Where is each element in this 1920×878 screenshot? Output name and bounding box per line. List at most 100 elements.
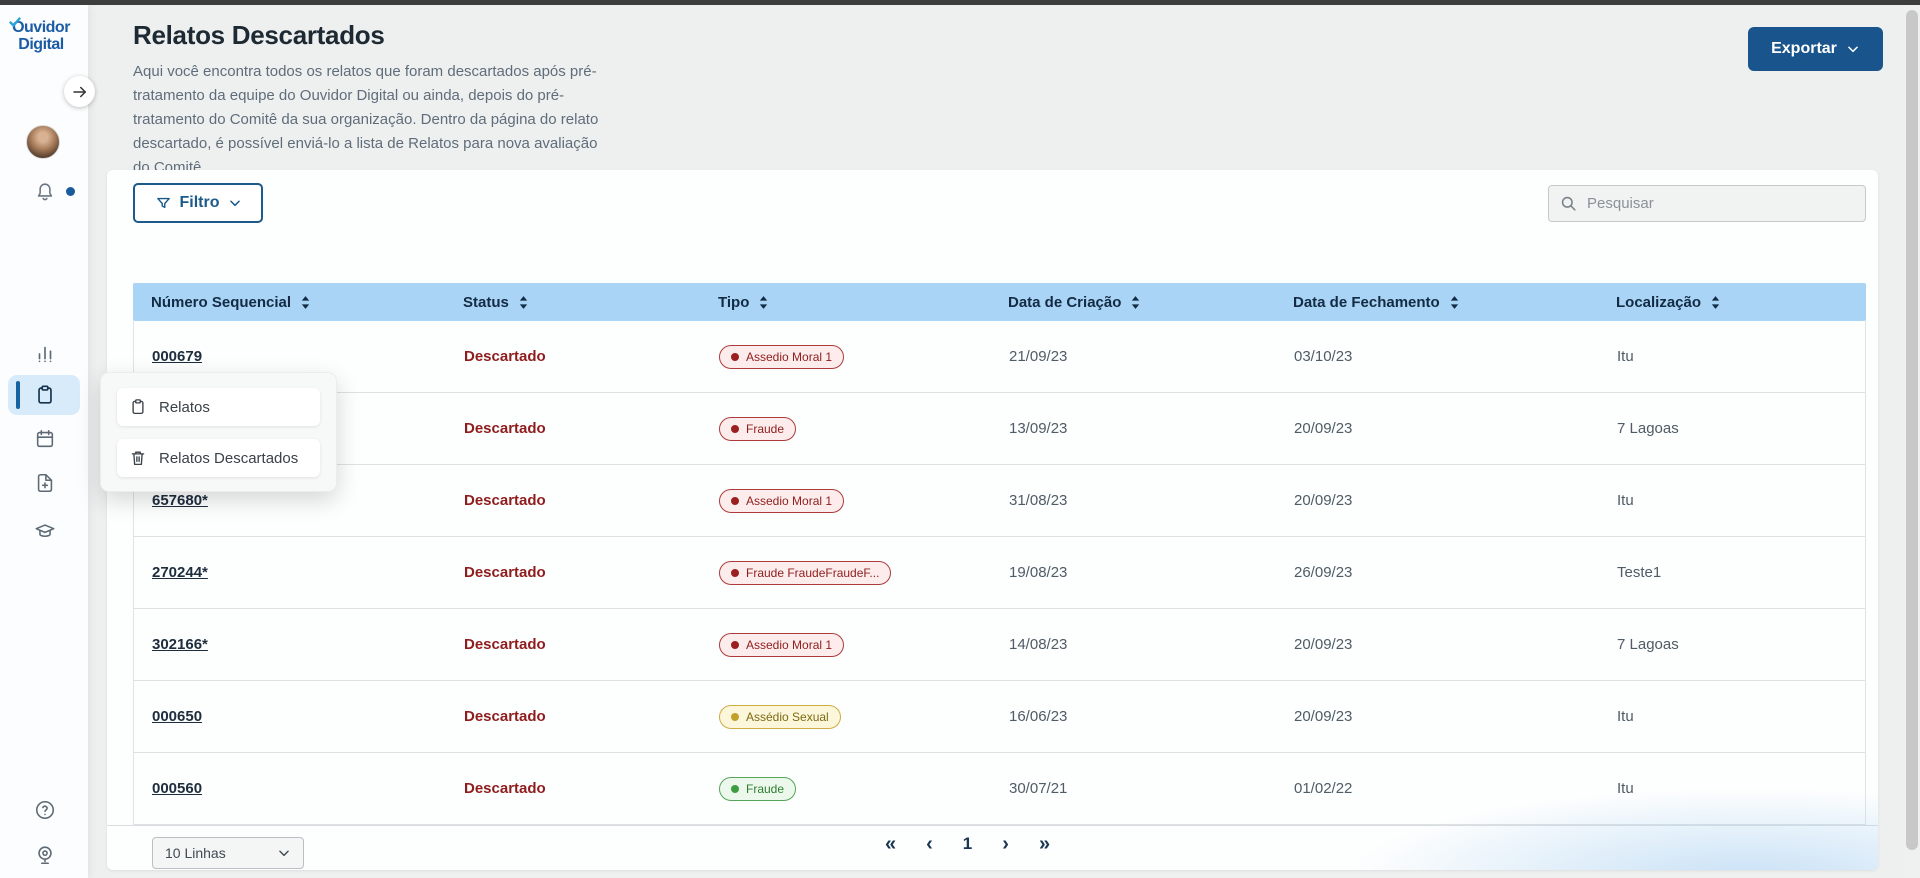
sidebar-item-training[interactable]: [33, 519, 57, 543]
chevron-down-icon: [1848, 46, 1858, 53]
tipo-label: Fraude: [746, 421, 785, 436]
filter-button-label: Filtro: [179, 194, 220, 211]
brand-line2: Digital: [18, 36, 64, 53]
table-body: 000679 Descartado Assedio Moral 1 21/09/…: [133, 321, 1866, 825]
sort-icon[interactable]: [758, 295, 769, 310]
badge-dot: [731, 712, 739, 721]
search-input[interactable]: [1587, 195, 1855, 212]
report-number-link[interactable]: 270244*: [152, 564, 208, 581]
badge-dot: [731, 784, 739, 793]
next-page-button[interactable]: ›: [1002, 833, 1009, 855]
column-header-status[interactable]: Status: [445, 283, 700, 321]
sidebar-item-webcam[interactable]: [33, 843, 57, 867]
scrollbar-thumb[interactable]: [1906, 10, 1918, 850]
first-page-button[interactable]: «: [885, 833, 897, 855]
table-row[interactable]: 000650 Descartado Assédio Sexual 16/06/2…: [134, 681, 1865, 753]
avatar[interactable]: [26, 125, 60, 159]
current-page-number[interactable]: 1: [962, 834, 973, 853]
closing-date: 20/09/23: [1294, 708, 1353, 725]
table-row[interactable]: 657680* Descartado Assedio Moral 1 31/08…: [134, 465, 1865, 537]
clipboard-icon: [38, 385, 52, 404]
tipo-badge: Assedio Moral 1: [719, 344, 845, 369]
column-header-criacao[interactable]: Data de Criação: [990, 283, 1275, 321]
chevron-down-icon: [279, 850, 289, 857]
closing-date: 01/02/22: [1294, 780, 1353, 797]
help-circle-icon: [35, 800, 55, 820]
status-text: Descartado: [464, 348, 546, 365]
report-number-link[interactable]: 302166*: [152, 636, 208, 653]
status-text: Descartado: [464, 636, 546, 653]
export-button[interactable]: Exportar: [1748, 27, 1883, 71]
sidebar-item-help[interactable]: [33, 798, 57, 822]
sidebar-item-calendar[interactable]: [33, 427, 57, 451]
scrollbar-track[interactable]: [1904, 5, 1920, 878]
tipo-badge: Assédio Sexual: [719, 704, 841, 729]
creation-date: 19/08/23: [1009, 564, 1068, 581]
table-row[interactable]: Descartado Fraude 13/09/23 20/09/23 7 La…: [134, 393, 1865, 465]
sidebar-expand-button[interactable]: [64, 76, 95, 107]
location: Itu: [1617, 492, 1634, 509]
closing-date: 20/09/23: [1294, 420, 1353, 437]
funnel-icon: [156, 197, 170, 208]
table-row[interactable]: 302166* Descartado Assedio Moral 1 14/08…: [134, 609, 1865, 681]
column-header-localizacao[interactable]: Localização: [1598, 283, 1866, 321]
context-menu: Relatos Relatos Descartados: [100, 372, 337, 492]
top-dark-bar: [0, 0, 1920, 5]
tipo-label: Assédio Sexual: [746, 709, 829, 724]
notification-dot: [66, 187, 75, 196]
location: 7 Lagoas: [1617, 420, 1679, 437]
context-menu-item-label: Relatos Descartados: [159, 449, 299, 467]
rows-per-page-select[interactable]: 10 Linhas: [152, 837, 304, 869]
status-text: Descartado: [464, 564, 546, 581]
report-number-link[interactable]: 000679: [152, 348, 203, 365]
context-menu-item-label: Relatos: [159, 398, 210, 416]
sort-icon[interactable]: [1710, 295, 1721, 310]
tipo-badge: Assedio Moral 1: [719, 488, 845, 513]
last-page-button[interactable]: »: [1038, 833, 1051, 855]
table-row[interactable]: 000560 Descartado Fraude 30/07/21 01/02/…: [134, 753, 1865, 825]
report-number-link[interactable]: 000650: [152, 708, 203, 725]
status-text: Descartado: [464, 780, 546, 797]
creation-date: 30/07/21: [1009, 780, 1068, 797]
sidebar-item-dashboard[interactable]: [33, 342, 57, 366]
tipo-label: Assedio Moral 1: [746, 349, 833, 364]
context-menu-item-relatos[interactable]: Relatos: [117, 388, 320, 426]
sidebar-item-new-report[interactable]: [33, 471, 57, 495]
closing-date: 26/09/23: [1294, 564, 1353, 581]
table-header: Número Sequencial Status Tipo Data de Cr…: [133, 283, 1866, 321]
sidebar-item-relatos[interactable]: [8, 375, 80, 415]
creation-date: 14/08/23: [1009, 636, 1068, 653]
sort-icon[interactable]: [1130, 295, 1141, 310]
calendar-icon: [36, 429, 54, 448]
previous-page-button[interactable]: ‹: [926, 833, 933, 855]
column-header-fechamento[interactable]: Data de Fechamento: [1275, 283, 1598, 321]
search-icon: [1561, 196, 1576, 211]
column-header-tipo[interactable]: Tipo: [700, 283, 990, 321]
tipo-badge: Fraude: [719, 776, 797, 801]
location: Teste1: [1617, 564, 1662, 581]
location: Itu: [1617, 780, 1634, 797]
webcam-icon: [38, 846, 52, 865]
sort-icon[interactable]: [300, 295, 311, 310]
export-button-label: Exportar: [1771, 40, 1837, 57]
column-header-numero[interactable]: Número Sequencial: [133, 283, 445, 321]
tipo-badge: Fraude FraudeFraudeF...: [719, 560, 892, 585]
filter-button[interactable]: Filtro: [133, 183, 263, 223]
creation-date: 13/09/23: [1009, 420, 1068, 437]
notifications-bell-icon[interactable]: [34, 180, 56, 204]
report-number-link[interactable]: 657680*: [152, 492, 208, 509]
search-box: [1548, 185, 1866, 222]
sort-icon[interactable]: [518, 295, 529, 310]
logo-check-icon: [9, 17, 21, 28]
status-text: Descartado: [464, 708, 546, 725]
context-menu-item-relatos-descartados[interactable]: Relatos Descartados: [117, 439, 320, 477]
arrow-right-icon: [72, 86, 86, 97]
status-text: Descartado: [464, 492, 546, 509]
sort-icon[interactable]: [1449, 295, 1460, 310]
table-row[interactable]: 270244* Descartado Fraude FraudeFraudeF.…: [134, 537, 1865, 609]
closing-date: 20/09/23: [1294, 492, 1353, 509]
report-number-link[interactable]: 000560: [152, 780, 203, 797]
table-footer: 10 Linhas « ‹ 1 › »: [107, 825, 1878, 870]
table-row[interactable]: 000679 Descartado Assedio Moral 1 21/09/…: [134, 321, 1865, 393]
location: 7 Lagoas: [1617, 636, 1679, 653]
